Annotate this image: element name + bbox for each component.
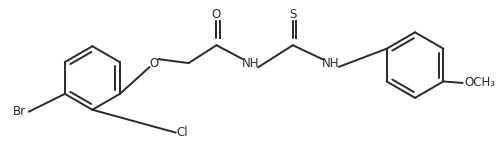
- Text: O: O: [211, 8, 220, 21]
- Text: NH: NH: [241, 57, 259, 70]
- Text: Cl: Cl: [176, 126, 188, 139]
- Text: S: S: [289, 8, 296, 21]
- Text: Br: Br: [13, 105, 26, 118]
- Text: O: O: [149, 57, 158, 70]
- Text: NH: NH: [321, 57, 339, 70]
- Text: OCH₃: OCH₃: [464, 76, 494, 89]
